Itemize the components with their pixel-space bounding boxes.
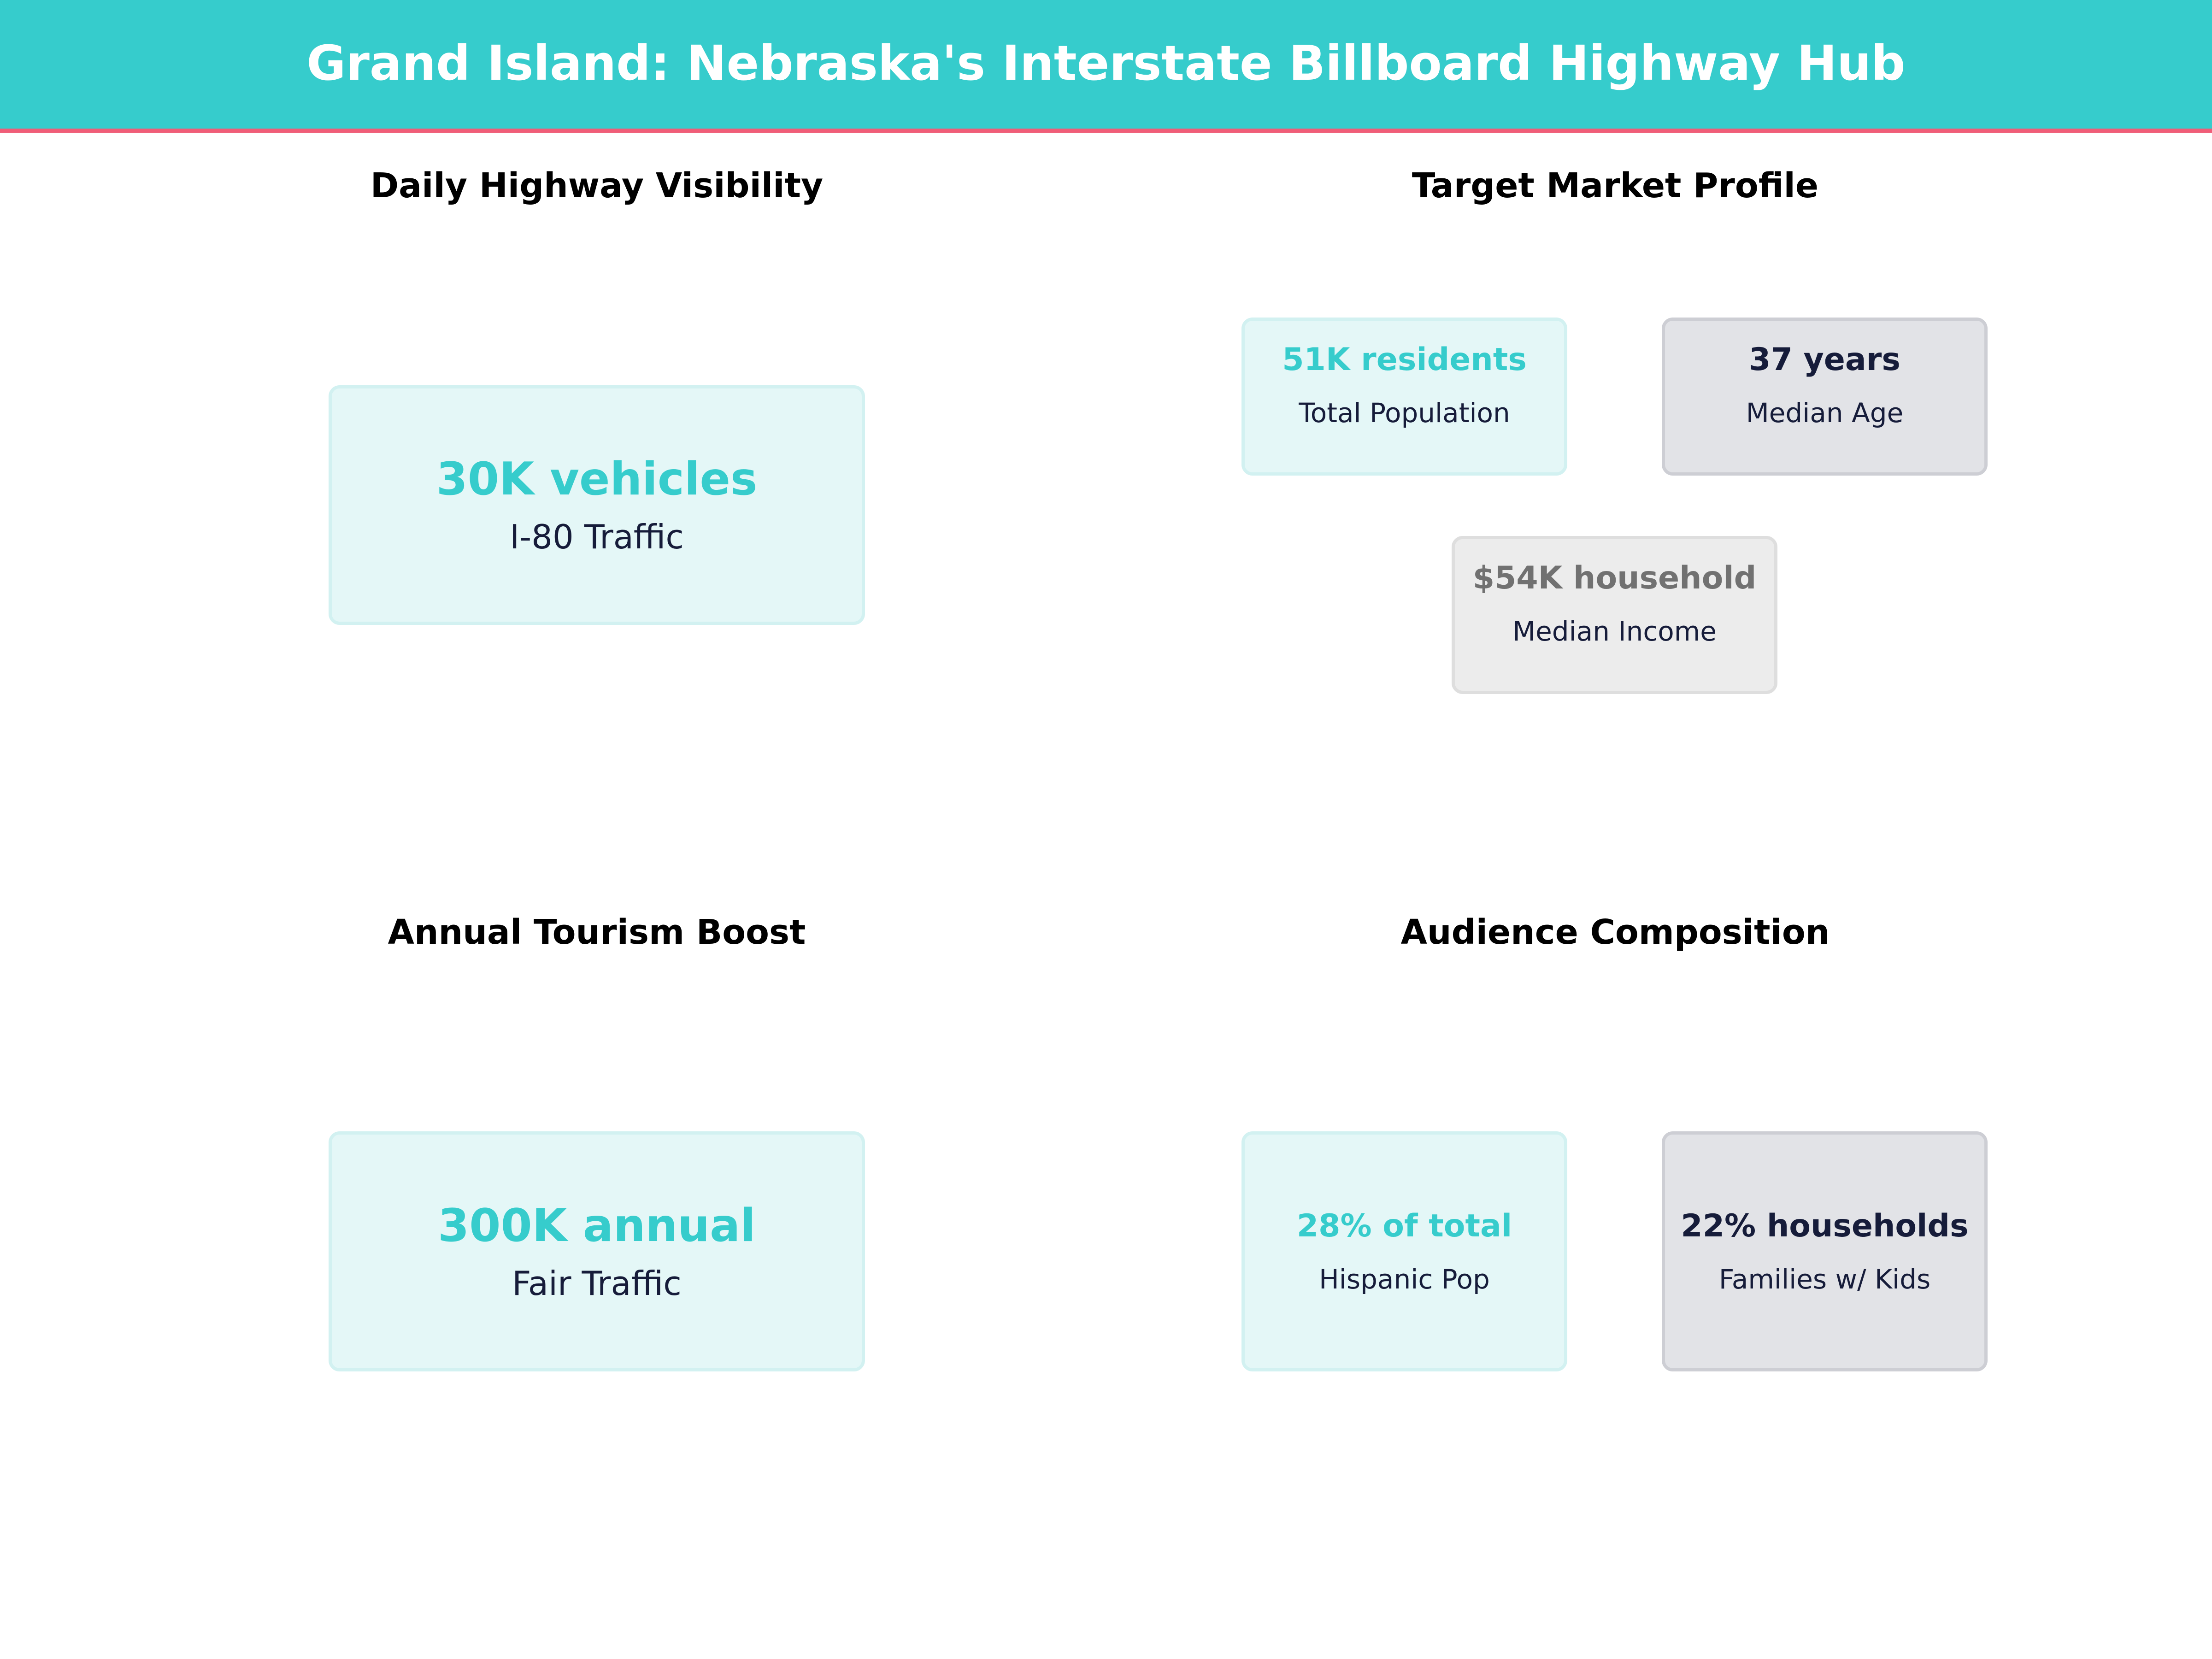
stat-label: Hispanic Pop [1319,1263,1490,1295]
stat-card-i80-traffic: 30K vehicles I-80 Traffic [329,385,865,625]
stat-label: I-80 Traffic [509,518,684,556]
section-title-audience-composition: Audience Composition [1400,912,1830,952]
stat-label: Fair Traffic [512,1264,682,1303]
stat-value: 51K residents [1282,341,1527,378]
stat-label: Families w/ Kids [1718,1263,1931,1295]
stat-value: 30K vehicles [436,453,758,506]
stat-value: 37 years [1749,341,1900,378]
section-title-target-market: Target Market Profile [1412,166,1819,206]
stat-card-families-with-kids: 22% households Families w/ Kids [1662,1131,1988,1371]
page-title: Grand Island: Nebraska's Interstate Bill… [306,35,1906,91]
stat-card-fair-traffic: 300K annual Fair Traffic [329,1131,865,1371]
page-header: Grand Island: Nebraska's Interstate Bill… [0,0,2212,133]
stat-value: 22% households [1681,1207,1969,1244]
stat-value: $54K household [1472,559,1757,596]
stat-label: Median Age [1746,397,1904,429]
stat-label: Total Population [1299,397,1510,429]
section-title-tourism-boost: Annual Tourism Boost [388,912,806,952]
stat-label: Median Income [1512,615,1717,647]
stat-card-total-population: 51K residents Total Population [1241,318,1567,476]
stat-card-median-income: $54K household Median Income [1452,536,1777,694]
stat-value: 28% of total [1296,1207,1512,1244]
stat-card-median-age: 37 years Median Age [1662,318,1988,476]
section-title-highway-visibility: Daily Highway Visibility [370,166,824,206]
stat-card-hispanic-pop: 28% of total Hispanic Pop [1241,1131,1567,1371]
stat-value: 300K annual [438,1199,756,1252]
